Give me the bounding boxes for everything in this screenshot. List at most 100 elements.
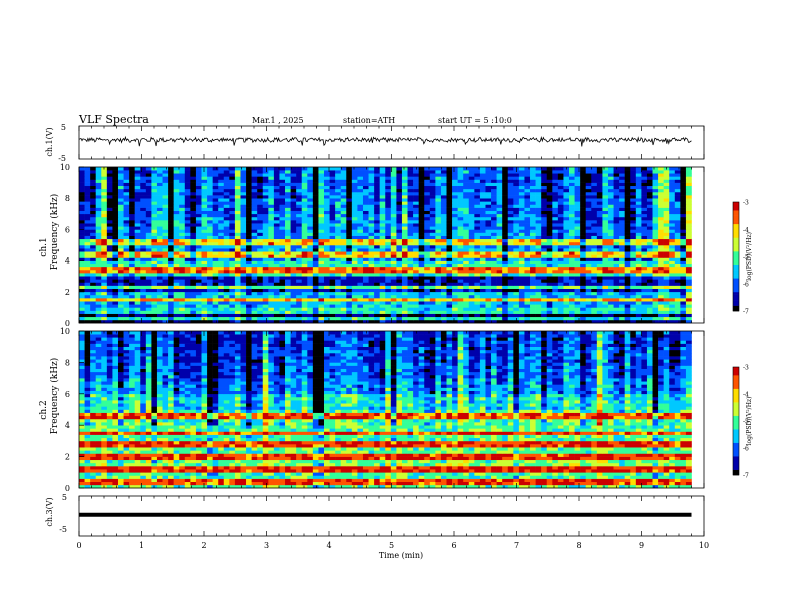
- spectrogram-cell: [574, 263, 581, 268]
- spectrogram-cell: [390, 263, 397, 268]
- spectrogram-cell: [385, 263, 392, 268]
- spectrogram-cell: [123, 207, 130, 211]
- spectrogram-cell: [646, 198, 653, 202]
- spectrogram-cell: [145, 294, 152, 299]
- spectrogram-cell: [318, 285, 325, 289]
- spectrogram-cell: [452, 238, 458, 243]
- spectrogram-cell: [268, 235, 275, 240]
- spectrogram-cell: [279, 201, 286, 205]
- spectrogram-cell: [290, 188, 297, 193]
- spectrogram-cell: [290, 185, 297, 190]
- ch1-ytick-top: 5: [61, 123, 66, 132]
- spectrogram-cell: [630, 266, 637, 271]
- spectrogram-cell: [591, 210, 598, 215]
- spectrogram-cell: [246, 288, 252, 293]
- spectrogram-cell: [285, 282, 291, 286]
- spectrogram-cell: [446, 273, 453, 277]
- spectrogram-cell: [440, 288, 447, 293]
- spectrogram-cell: [212, 235, 219, 240]
- spectrogram-cell: [145, 263, 152, 268]
- spectrogram-cell: [268, 313, 275, 318]
- spectrogram-cell: [680, 198, 687, 202]
- spectrogram-cell: [285, 257, 291, 261]
- spectrogram-cell: [596, 294, 603, 299]
- spectrogram-cell: [496, 241, 503, 246]
- spectrogram-cell: [129, 210, 135, 215]
- spectrogram-cell: [429, 216, 436, 221]
- spectrogram-cell: [429, 245, 436, 249]
- spectrogram-cell: [351, 238, 358, 243]
- spectrogram-cell: [262, 248, 269, 252]
- spectrogram-cell: [474, 213, 481, 218]
- spectrogram-cell: [552, 226, 559, 230]
- spectrogram-cell: [546, 291, 553, 296]
- spectrogram-cell: [474, 276, 481, 280]
- spectrogram-cell: [446, 266, 453, 271]
- spectrogram-cell: [129, 195, 135, 199]
- spectrogram-cell: [429, 220, 436, 224]
- spectrogram-cell: [168, 232, 174, 236]
- spectrogram-cell: [346, 207, 353, 211]
- spectrogram-cell: [613, 245, 620, 249]
- spectrogram-cell: [413, 294, 419, 299]
- spectrogram-cell: [485, 269, 492, 274]
- spectrogram-cell: [385, 223, 392, 227]
- spectrogram-cell: [429, 301, 436, 305]
- spectrogram-cell: [318, 201, 325, 205]
- spectrogram-cell: [156, 257, 163, 261]
- spectrogram-cell: [658, 220, 664, 224]
- spectrogram-cell: [301, 216, 308, 221]
- spectrogram-cell: [329, 260, 336, 265]
- spectrogram-cell: [413, 248, 419, 252]
- spectrogram-cell: [201, 185, 208, 190]
- spectrogram-cell: [585, 301, 592, 305]
- spectrogram-cell: [151, 288, 158, 293]
- spectrogram-cell: [535, 213, 542, 218]
- spectrogram-cell: [251, 276, 258, 280]
- spectrogram-cell: [429, 310, 436, 314]
- spectrogram-cell: [669, 198, 676, 202]
- spectrogram-cell: [84, 241, 91, 246]
- spectrogram-cell: [379, 254, 386, 258]
- spectrogram-cell: [318, 269, 325, 274]
- spectrogram-cell: [190, 266, 197, 271]
- spectrogram-cell: [340, 241, 347, 246]
- spectrogram-cell: [646, 223, 653, 227]
- spectrogram-cell: [279, 226, 286, 230]
- spectrogram-cell: [379, 301, 386, 305]
- spectrogram-cell: [190, 294, 197, 299]
- spectrogram-cell: [318, 245, 325, 249]
- spectrogram-cell: [335, 269, 342, 274]
- spectrogram-cell: [84, 273, 91, 277]
- spectrogram-cell: [491, 204, 497, 208]
- spectrogram-cell: [435, 235, 442, 240]
- spectrogram-cell: [580, 266, 587, 271]
- spectrogram-cell: [585, 269, 592, 274]
- spectrogram-cell: [401, 288, 408, 293]
- spectrogram-cell: [630, 185, 637, 190]
- spectrogram-cell: [602, 248, 609, 252]
- spectrogram-cell: [156, 301, 163, 305]
- spectrogram-cell: [379, 276, 386, 280]
- spectrogram-cell: [630, 269, 637, 274]
- spectrogram-cell: [262, 307, 269, 311]
- spectrogram-cell: [156, 207, 163, 211]
- spectrogram-cell: [240, 288, 247, 293]
- spectrogram-cell: [379, 282, 386, 286]
- spectrogram-cell: [652, 263, 659, 268]
- spectrogram-cell: [646, 251, 653, 255]
- spectrogram-cell: [635, 298, 642, 302]
- spectrogram-cell: [156, 298, 163, 302]
- spectrogram-cell: [669, 310, 676, 314]
- spectrogram-cell: [379, 191, 386, 196]
- spectrogram-cell: [641, 316, 648, 321]
- spectrogram-cell: [357, 319, 364, 324]
- spectrogram-cell: [112, 191, 119, 196]
- spectrogram-cell: [79, 285, 85, 289]
- spectrogram-cell: [268, 185, 275, 190]
- spectrogram-cell: [685, 195, 692, 199]
- spectrogram-cell: [106, 260, 113, 265]
- spectrogram-cell: [518, 310, 525, 314]
- spectrogram-cell: [168, 301, 174, 305]
- spectrogram-cell: [246, 257, 252, 261]
